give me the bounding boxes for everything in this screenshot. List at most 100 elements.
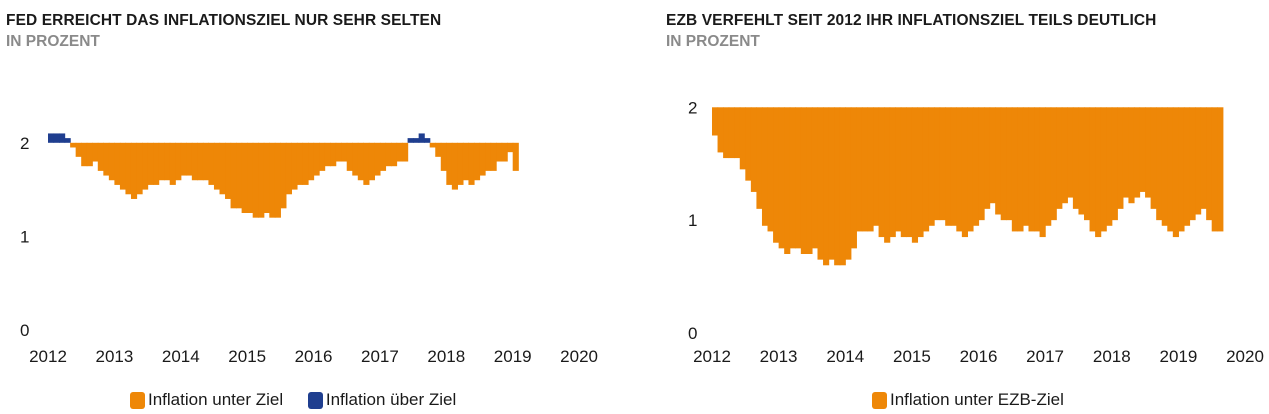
bar-under-target <box>479 142 486 176</box>
x-tick-label: 2017 <box>1026 347 1064 366</box>
y-tick-label: 2 <box>20 134 29 153</box>
bar-under-target <box>1084 107 1091 221</box>
bar-under-target <box>995 107 1002 215</box>
x-tick-label: 2015 <box>893 347 931 366</box>
bar-under-target <box>285 142 293 195</box>
bar-under-target <box>429 142 436 148</box>
bar-under-target <box>972 107 980 226</box>
bar-under-target <box>850 107 857 249</box>
bar-under-target <box>147 142 154 185</box>
legend-swatch-orange <box>872 391 887 409</box>
legend-item-over: Inflation über Ziel <box>307 390 457 410</box>
bar-under-target <box>319 142 326 171</box>
bar-under-target <box>1167 107 1174 232</box>
bar-under-target <box>330 142 337 167</box>
bar-under-target <box>208 142 215 185</box>
bar-under-target <box>934 107 941 221</box>
legend: Inflation unter Ziel Inflation über Ziel <box>130 390 476 414</box>
bar-under-target <box>767 107 774 232</box>
bar-under-target <box>363 142 370 185</box>
bar-under-target <box>745 107 752 181</box>
bar-under-target <box>761 107 769 226</box>
bar-under-target <box>823 107 830 266</box>
bar-under-target <box>950 107 957 226</box>
bar-under-target <box>440 142 447 171</box>
bar-under-target <box>900 107 907 238</box>
bar-under-target <box>1100 107 1107 232</box>
ezb-inflation-chart: 0 1 2 2012 2013 2014 2015 2016 2017 2018 2019 2020 <box>688 98 1264 366</box>
fed-inflation-chart: 0 1 2 2012 2013 2014 2015 2016 2017 2018 2019 2020 <box>20 133 598 366</box>
bar-under-target <box>961 107 968 238</box>
bar-under-target <box>922 107 930 232</box>
bar-under-target <box>928 107 935 226</box>
x-tick-label: 2013 <box>95 347 133 366</box>
bar-under-target <box>906 107 913 238</box>
bar-under-target <box>1156 107 1163 221</box>
bar-under-target <box>219 142 226 195</box>
bar-under-target <box>164 142 171 181</box>
bar-under-target <box>1139 107 1146 192</box>
bar-under-target <box>296 142 304 185</box>
bar-under-target <box>756 107 763 209</box>
bar-under-target <box>274 142 281 218</box>
bar-under-target <box>507 142 514 153</box>
bar-under-target <box>861 107 869 232</box>
bar-under-target <box>357 142 364 181</box>
x-tick-label: 2016 <box>960 347 998 366</box>
bar-under-target <box>462 142 470 181</box>
bar-under-target <box>1022 107 1030 226</box>
bar-under-target <box>142 142 149 190</box>
bar-under-target <box>335 142 342 162</box>
bar-under-target <box>1089 107 1096 232</box>
bar-under-target <box>396 142 403 162</box>
bar-under-target <box>956 107 963 232</box>
bar-under-target <box>197 142 204 181</box>
bar-under-target <box>313 142 320 176</box>
bar-under-target <box>1095 107 1102 238</box>
bar-under-target <box>1006 107 1013 221</box>
bar-under-target <box>280 142 287 209</box>
x-tick-label: 2019 <box>494 347 532 366</box>
bar-under-target <box>114 142 121 185</box>
bar-under-target <box>390 142 398 167</box>
bar-under-target <box>302 142 309 185</box>
bar-under-target <box>1050 107 1057 221</box>
legend: Inflation unter EZB-Ziel <box>872 390 1084 414</box>
bar-under-target <box>252 142 259 218</box>
bar-under-target <box>834 107 841 266</box>
bar-under-target <box>1206 107 1213 221</box>
bar-under-target <box>1150 107 1157 209</box>
bar-under-target <box>873 107 880 226</box>
bar-under-target <box>1161 107 1168 226</box>
bar-over-target <box>48 133 55 143</box>
bar-under-target <box>717 107 724 153</box>
bar-under-target <box>352 142 359 176</box>
bar-under-target <box>828 107 835 260</box>
bar-under-target <box>1217 107 1224 232</box>
bar-under-target <box>308 142 315 181</box>
bar-over-target <box>424 138 431 143</box>
bar-under-target <box>867 107 874 232</box>
bar-under-target <box>1106 107 1113 226</box>
bar-over-target <box>53 133 60 143</box>
bar-under-target <box>1145 107 1152 198</box>
bar-over-target <box>413 138 420 143</box>
bar-under-target <box>739 107 746 170</box>
bar-under-target <box>402 142 409 162</box>
bar-under-target <box>263 142 270 213</box>
bar-under-target <box>241 142 248 213</box>
x-tick-label: 2015 <box>228 347 266 366</box>
legend-label: Inflation über Ziel <box>325 390 457 409</box>
bar-under-target <box>1122 107 1130 198</box>
legend-label: Inflation unter EZB-Ziel <box>890 390 1064 409</box>
bar-under-target <box>269 142 276 218</box>
bar-under-target <box>379 142 387 171</box>
bar-under-target <box>806 107 813 254</box>
bar-under-target <box>878 107 885 238</box>
x-tick-label: 2014 <box>826 347 864 366</box>
bar-under-target <box>895 107 902 232</box>
bar-under-target <box>773 107 780 243</box>
y-tick-label: 1 <box>20 227 29 246</box>
bar-under-target <box>496 142 503 162</box>
bar-under-target <box>368 142 375 181</box>
